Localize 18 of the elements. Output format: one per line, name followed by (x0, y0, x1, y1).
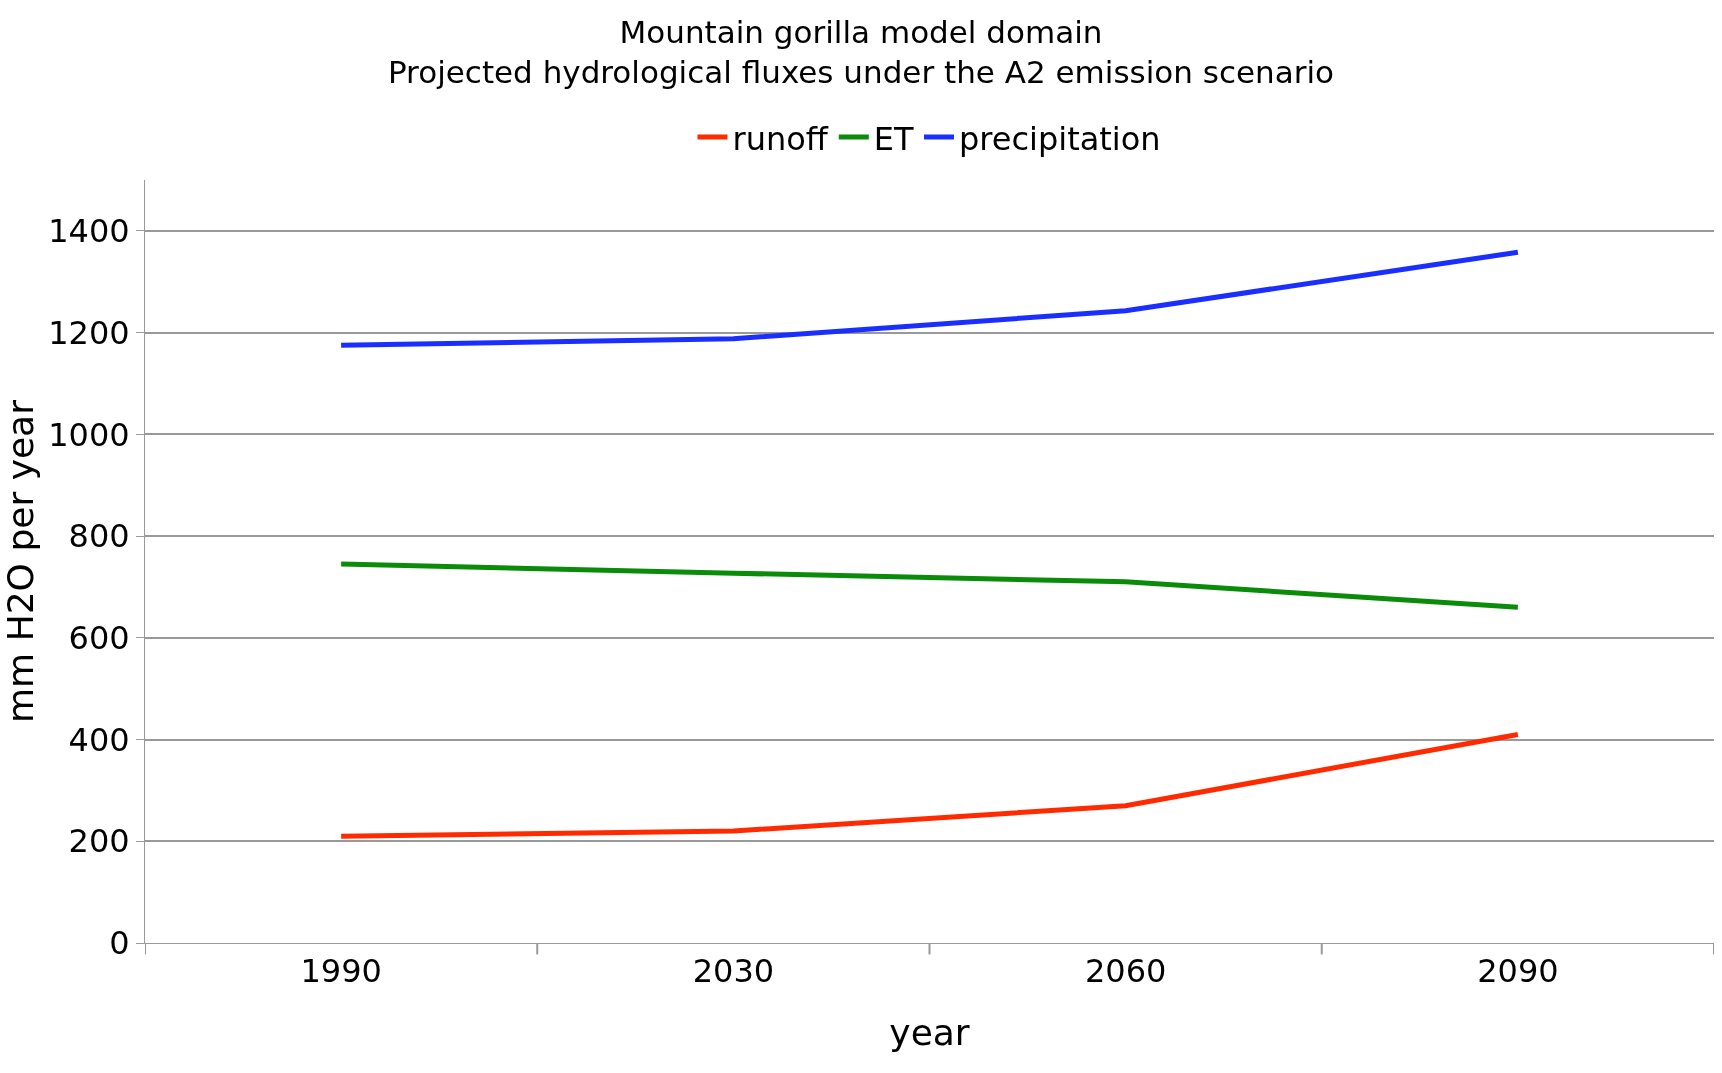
y-tick-label: 1400 (48, 212, 130, 251)
y-tick-label: 600 (68, 619, 130, 657)
x-tick-label: 2030 (692, 952, 775, 991)
legend-label: ET (873, 119, 915, 158)
y-axis-title: mm H2O per year (0, 399, 41, 723)
y-tick-label: 0 (109, 924, 130, 963)
y-tick-label: 800 (68, 517, 130, 556)
y-tick-label: 1200 (48, 313, 130, 352)
x-tick-label: 2090 (1477, 952, 1559, 991)
x-tick-label: 2060 (1084, 952, 1167, 991)
legend-label: runoff (732, 119, 829, 158)
x-axis-title: year (889, 1012, 970, 1054)
y-tick-label: 1000 (48, 415, 130, 454)
legend-label: precipitation (959, 119, 1161, 158)
x-tick-label: 1990 (300, 952, 382, 991)
y-tick-label: 200 (68, 822, 130, 861)
y-tick-label: 400 (68, 720, 130, 759)
chart-title: Mountain gorilla model domain Projected hydrological fluxes under the A2 emission scenario (387, 13, 1335, 91)
